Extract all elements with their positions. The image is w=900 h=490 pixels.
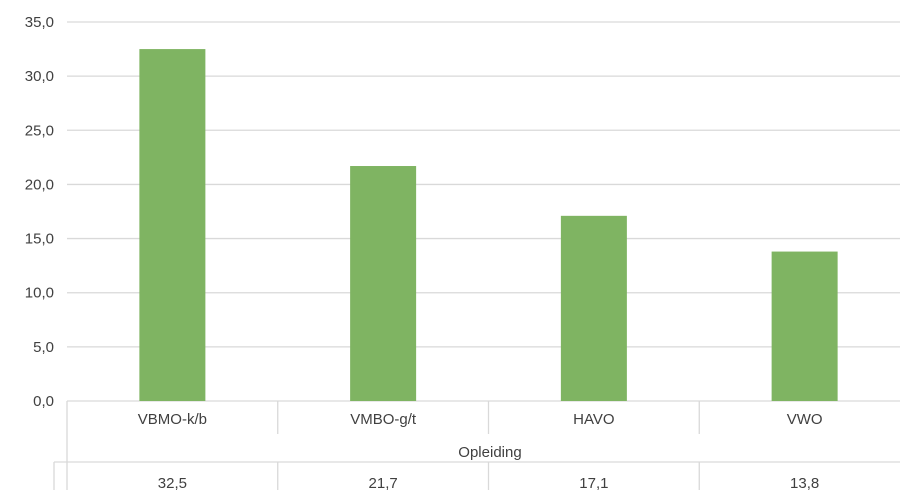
- data-label: 32,5: [158, 475, 187, 490]
- category-label: VBMO-k/b: [138, 411, 207, 428]
- bar: [560, 215, 627, 401]
- data-label: 21,7: [369, 475, 398, 490]
- y-tick-label: 30,0: [25, 68, 54, 85]
- bar: [139, 49, 206, 401]
- y-tick-label: 35,0: [25, 14, 54, 31]
- y-tick-label: 10,0: [25, 285, 54, 302]
- y-axis-ticks: 0,0 5,0 10,0 15,0 20,0 25,0 30,0 35,0: [25, 14, 54, 410]
- data-label: 17,1: [579, 475, 608, 490]
- data-label: 13,8: [790, 475, 819, 490]
- y-tick-label: 5,0: [33, 339, 54, 356]
- y-tick-label: 25,0: [25, 122, 54, 139]
- category-label: HAVO: [573, 411, 614, 428]
- category-label: VWO: [787, 411, 823, 428]
- y-tick-label: 0,0: [33, 393, 54, 410]
- y-tick-label: 20,0: [25, 176, 54, 193]
- bar: [771, 251, 838, 401]
- bar: [350, 166, 417, 401]
- category-label: VMBO-g/t: [350, 411, 417, 428]
- gridlines: [67, 21, 900, 402]
- y-tick-label: 15,0: [25, 231, 54, 248]
- bars: [139, 49, 838, 401]
- x-axis-label: Opleiding: [458, 444, 521, 461]
- data-table: VBMO-k/b 32,5 VMBO-g/t 21,7 HAVO 17,1 VWO 13,8: [53, 401, 900, 490]
